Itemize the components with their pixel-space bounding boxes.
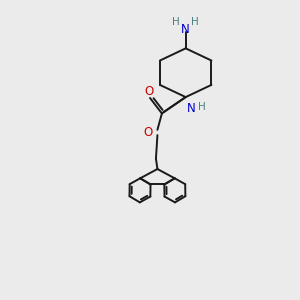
- Text: N: N: [181, 23, 190, 36]
- Text: O: O: [143, 126, 152, 139]
- Text: O: O: [144, 85, 153, 98]
- Text: N: N: [187, 103, 195, 116]
- Text: H: H: [191, 17, 199, 28]
- Text: H: H: [172, 17, 180, 28]
- Text: H: H: [197, 103, 205, 112]
